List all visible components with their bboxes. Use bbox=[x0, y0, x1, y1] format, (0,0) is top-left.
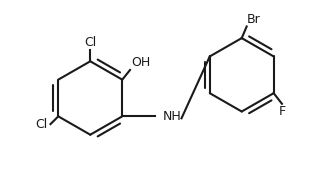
Text: OH: OH bbox=[132, 56, 151, 69]
Text: NH: NH bbox=[162, 110, 181, 123]
Text: Cl: Cl bbox=[35, 118, 47, 131]
Text: F: F bbox=[278, 105, 286, 118]
Text: Br: Br bbox=[247, 13, 260, 25]
Text: Cl: Cl bbox=[84, 36, 96, 49]
